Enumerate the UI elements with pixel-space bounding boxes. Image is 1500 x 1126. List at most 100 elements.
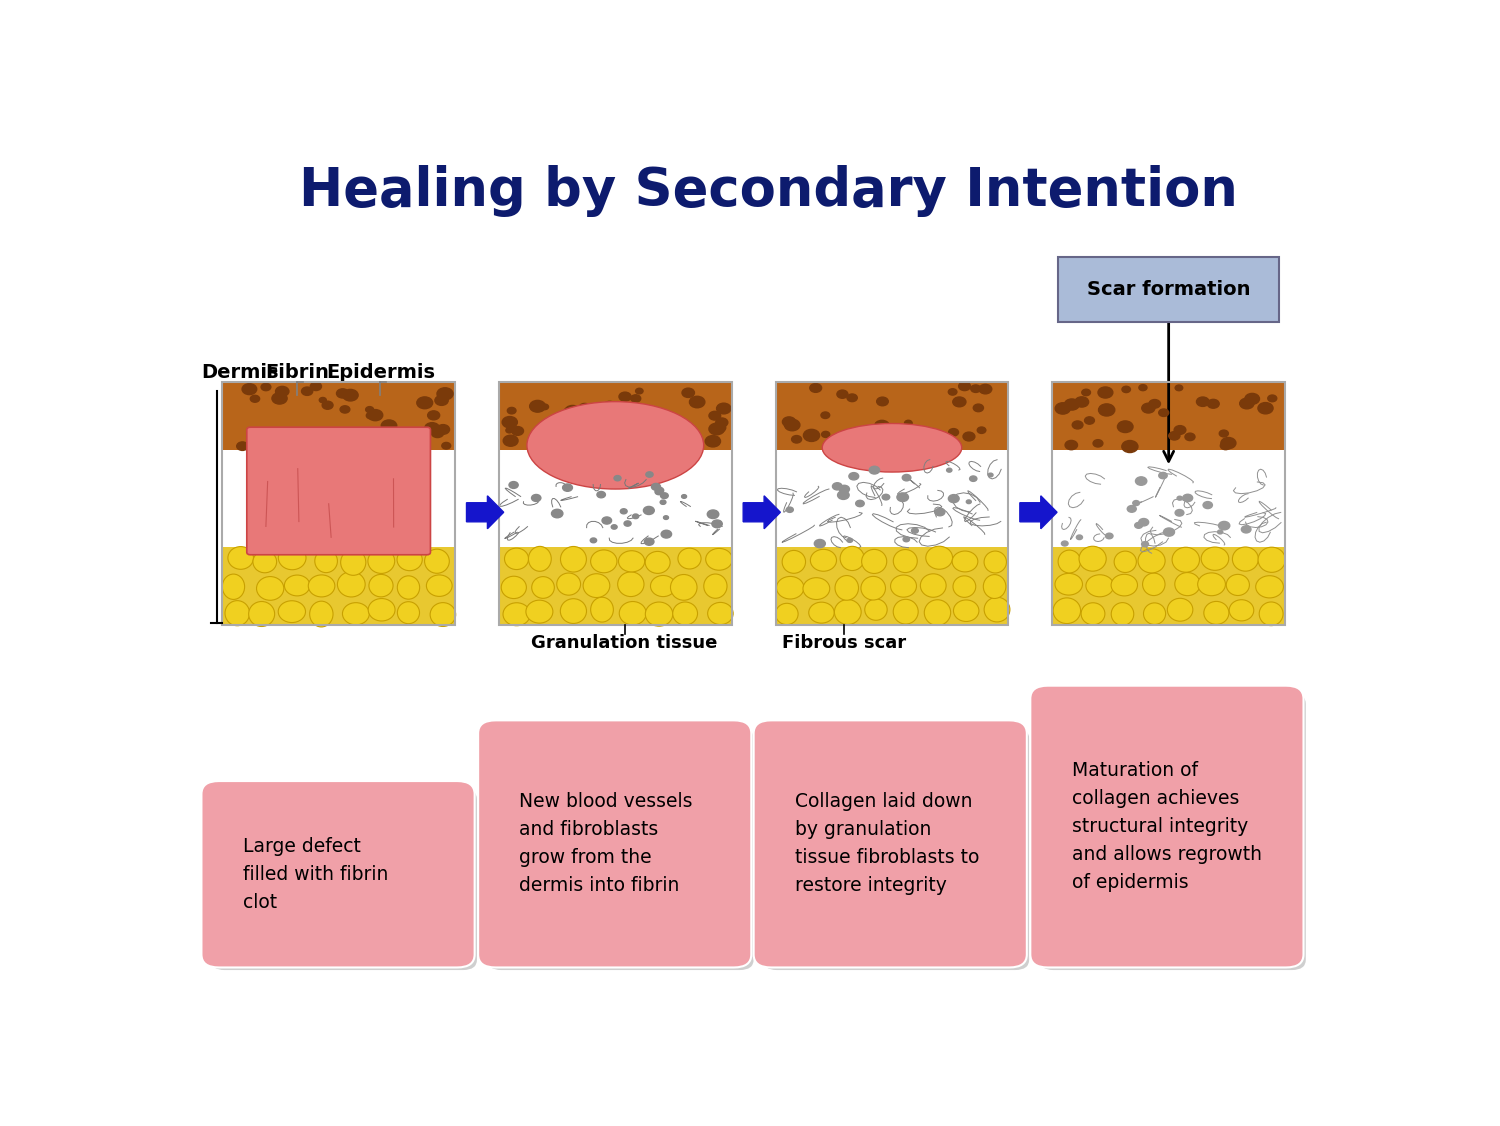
Circle shape [564,405,580,418]
Ellipse shape [924,600,951,625]
Circle shape [1065,399,1080,410]
Circle shape [1218,521,1230,530]
Circle shape [1142,542,1149,547]
Circle shape [837,491,849,500]
Circle shape [1106,534,1113,538]
Ellipse shape [1078,546,1106,571]
Ellipse shape [1202,547,1228,571]
Circle shape [1245,393,1260,404]
Circle shape [942,438,952,446]
Circle shape [624,521,632,526]
Ellipse shape [342,602,369,625]
Circle shape [856,432,865,440]
Circle shape [833,483,842,490]
Circle shape [1168,431,1180,440]
Circle shape [1138,385,1148,391]
Ellipse shape [528,546,552,571]
Ellipse shape [1204,601,1228,625]
Circle shape [336,388,350,397]
Circle shape [636,440,651,452]
Circle shape [436,387,453,400]
Circle shape [1149,400,1161,408]
Ellipse shape [1172,547,1200,572]
Circle shape [282,431,292,439]
Circle shape [562,408,574,417]
Ellipse shape [503,602,531,626]
Circle shape [912,528,918,534]
Circle shape [1174,385,1182,391]
Ellipse shape [340,549,366,575]
Ellipse shape [1227,574,1250,596]
Ellipse shape [1112,574,1137,596]
Circle shape [1072,421,1083,429]
Ellipse shape [279,546,306,570]
Ellipse shape [1086,574,1113,597]
Ellipse shape [892,599,918,624]
Circle shape [969,476,976,482]
Circle shape [903,474,910,481]
Circle shape [576,441,588,450]
Circle shape [651,483,660,490]
Circle shape [322,401,333,409]
Circle shape [792,436,801,443]
Circle shape [1220,430,1228,437]
FancyBboxPatch shape [500,547,732,625]
Ellipse shape [338,572,364,597]
Circle shape [656,488,663,493]
FancyBboxPatch shape [776,547,1008,625]
Text: Maturation of
collagen achieves
structural integrity
and allows regrowth
of epid: Maturation of collagen achieves structur… [1071,761,1262,892]
Circle shape [381,420,396,431]
Text: Fibrous scar: Fibrous scar [782,634,906,652]
Circle shape [368,410,382,421]
Circle shape [934,508,945,516]
Circle shape [783,417,795,427]
Circle shape [861,427,874,437]
Circle shape [867,428,874,434]
Circle shape [591,538,597,543]
Ellipse shape [256,577,284,600]
Text: Epidermis: Epidermis [326,364,435,382]
Ellipse shape [921,574,946,597]
Circle shape [1082,390,1090,395]
Text: Healing by Secondary Intention: Healing by Secondary Intention [300,166,1238,217]
Ellipse shape [1058,551,1080,573]
Circle shape [1158,409,1168,417]
Circle shape [672,427,682,435]
Circle shape [1138,518,1149,526]
Circle shape [821,412,830,419]
Ellipse shape [285,575,310,596]
Circle shape [509,482,518,489]
Circle shape [681,494,687,499]
Circle shape [1208,400,1219,409]
Circle shape [552,509,562,518]
Circle shape [1062,540,1068,546]
Circle shape [1098,387,1113,399]
Circle shape [610,420,621,429]
Ellipse shape [782,551,806,573]
FancyBboxPatch shape [222,382,454,625]
Ellipse shape [1143,602,1166,625]
Ellipse shape [1197,573,1225,596]
Ellipse shape [368,599,394,620]
Circle shape [1258,403,1274,414]
Ellipse shape [776,604,798,625]
Circle shape [1268,395,1276,402]
Ellipse shape [822,423,962,472]
Ellipse shape [228,546,254,570]
Ellipse shape [315,549,338,573]
Circle shape [603,401,616,411]
Ellipse shape [584,574,610,598]
Ellipse shape [1114,551,1137,572]
Circle shape [712,422,726,432]
Ellipse shape [620,601,646,625]
Circle shape [1094,439,1102,447]
Circle shape [897,493,909,501]
Circle shape [542,404,549,410]
Circle shape [633,513,639,519]
Circle shape [610,525,616,529]
Circle shape [847,538,852,543]
Circle shape [614,475,621,481]
Circle shape [1164,528,1174,536]
FancyBboxPatch shape [488,729,753,971]
Ellipse shape [424,549,450,573]
